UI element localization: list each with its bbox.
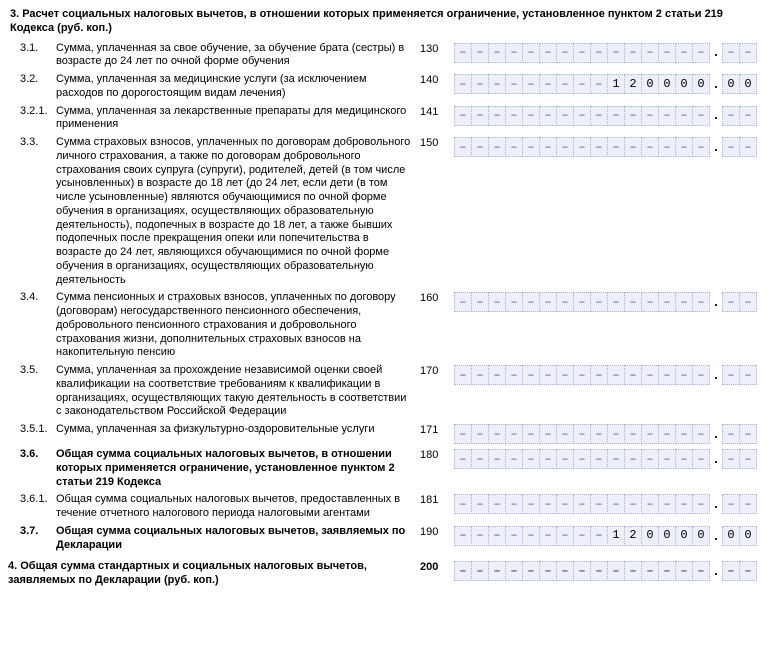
row-number: 3.5.1. bbox=[8, 423, 56, 437]
row-label: Сумма, уплаченная за медицинские услуги … bbox=[56, 73, 420, 101]
row-code: 160 bbox=[420, 291, 454, 306]
row-number: 3.5. bbox=[8, 364, 56, 378]
row-number: 3.2.1. bbox=[8, 105, 56, 119]
row-label: Общая сумма социальных налоговых вычетов… bbox=[56, 493, 420, 521]
page: 3. Расчет социальных налоговых вычетов, … bbox=[0, 0, 772, 600]
amount-input[interactable]: –––––––––––––––.–– bbox=[454, 291, 764, 312]
section3-heading: 3. Расчет социальных налоговых вычетов, … bbox=[10, 8, 764, 36]
amount-input[interactable]: –––––––––––––––.–– bbox=[454, 364, 764, 385]
section4-label: 4. Общая сумма стандартных и социальных … bbox=[8, 560, 420, 588]
amount-input[interactable]: –––––––––––––––.–– bbox=[454, 136, 764, 157]
row-code: 170 bbox=[420, 364, 454, 379]
row-label: Сумма, уплаченная за лекарственные препа… bbox=[56, 105, 420, 133]
row-label: Сумма пенсионных и страховых взносов, уп… bbox=[56, 291, 420, 360]
amount-input[interactable]: –––––––––––––––.–– bbox=[454, 493, 764, 514]
row-number: 3.6.1. bbox=[8, 493, 56, 507]
row-number: 3.1. bbox=[8, 42, 56, 56]
section3-heading-text: Расчет социальных налоговых вычетов, в о… bbox=[10, 8, 723, 34]
form-row: 3.3.Сумма страховых взносов, уплаченных … bbox=[8, 136, 764, 287]
row-number: 3.2. bbox=[8, 73, 56, 87]
row-label: Сумма, уплаченная за прохождение независ… bbox=[56, 364, 420, 419]
row-number: 3.4. bbox=[8, 291, 56, 305]
section4-amount[interactable]: –––––––––––––––.–– bbox=[454, 560, 764, 581]
form-row: 3.6.Общая сумма социальных налоговых выч… bbox=[8, 448, 764, 489]
row-label: Общая сумма социальных налоговых вычетов… bbox=[56, 448, 420, 489]
amount-input[interactable]: –––––––––––––––.–– bbox=[454, 105, 764, 126]
form-row: 3.2.1.Сумма, уплаченная за лекарственные… bbox=[8, 105, 764, 133]
form-row: 3.1.Сумма, уплаченная за свое обучение, … bbox=[8, 42, 764, 70]
row-code: 150 bbox=[420, 136, 454, 151]
row-number: 3.3. bbox=[8, 136, 56, 150]
form-row: 3.2.Сумма, уплаченная за медицинские усл… bbox=[8, 73, 764, 101]
row-code: 190 bbox=[420, 525, 454, 540]
row-label: Общая сумма социальных налоговых вычетов… bbox=[56, 525, 420, 553]
row-code: 181 bbox=[420, 493, 454, 508]
row-code: 140 bbox=[420, 73, 454, 88]
form-row: 3.5.1.Сумма, уплаченная за физкультурно-… bbox=[8, 423, 764, 444]
amount-input[interactable]: –––––––––––––––.–– bbox=[454, 448, 764, 469]
row-label: Сумма страховых взносов, уплаченных по д… bbox=[56, 136, 420, 287]
row-label: Сумма, уплаченная за физкультурно-оздоро… bbox=[56, 423, 420, 437]
row-code: 141 bbox=[420, 105, 454, 120]
row-label: Сумма, уплаченная за свое обучение, за о… bbox=[56, 42, 420, 70]
amount-input[interactable]: –––––––––––––––.–– bbox=[454, 42, 764, 63]
section4-row: 4. Общая сумма стандартных и социальных … bbox=[8, 560, 764, 588]
amount-input[interactable]: –––––––––––––––.–– bbox=[454, 423, 764, 444]
form-row: 3.7.Общая сумма социальных налоговых выч… bbox=[8, 525, 764, 553]
form-row: 3.6.1.Общая сумма социальных налоговых в… bbox=[8, 493, 764, 521]
amount-input[interactable]: –––––––––120000.00 bbox=[454, 73, 764, 94]
amount-input[interactable]: –––––––––120000.00 bbox=[454, 525, 764, 546]
row-code: 171 bbox=[420, 423, 454, 438]
row-code: 180 bbox=[420, 448, 454, 463]
form-row: 3.4.Сумма пенсионных и страховых взносов… bbox=[8, 291, 764, 360]
section3-rows: 3.1.Сумма, уплаченная за свое обучение, … bbox=[8, 42, 764, 553]
row-code: 130 bbox=[420, 42, 454, 57]
row-number: 3.6. bbox=[8, 448, 56, 462]
section4-code: 200 bbox=[420, 560, 454, 575]
row-number: 3.7. bbox=[8, 525, 56, 539]
form-row: 3.5.Сумма, уплаченная за прохождение нез… bbox=[8, 364, 764, 419]
